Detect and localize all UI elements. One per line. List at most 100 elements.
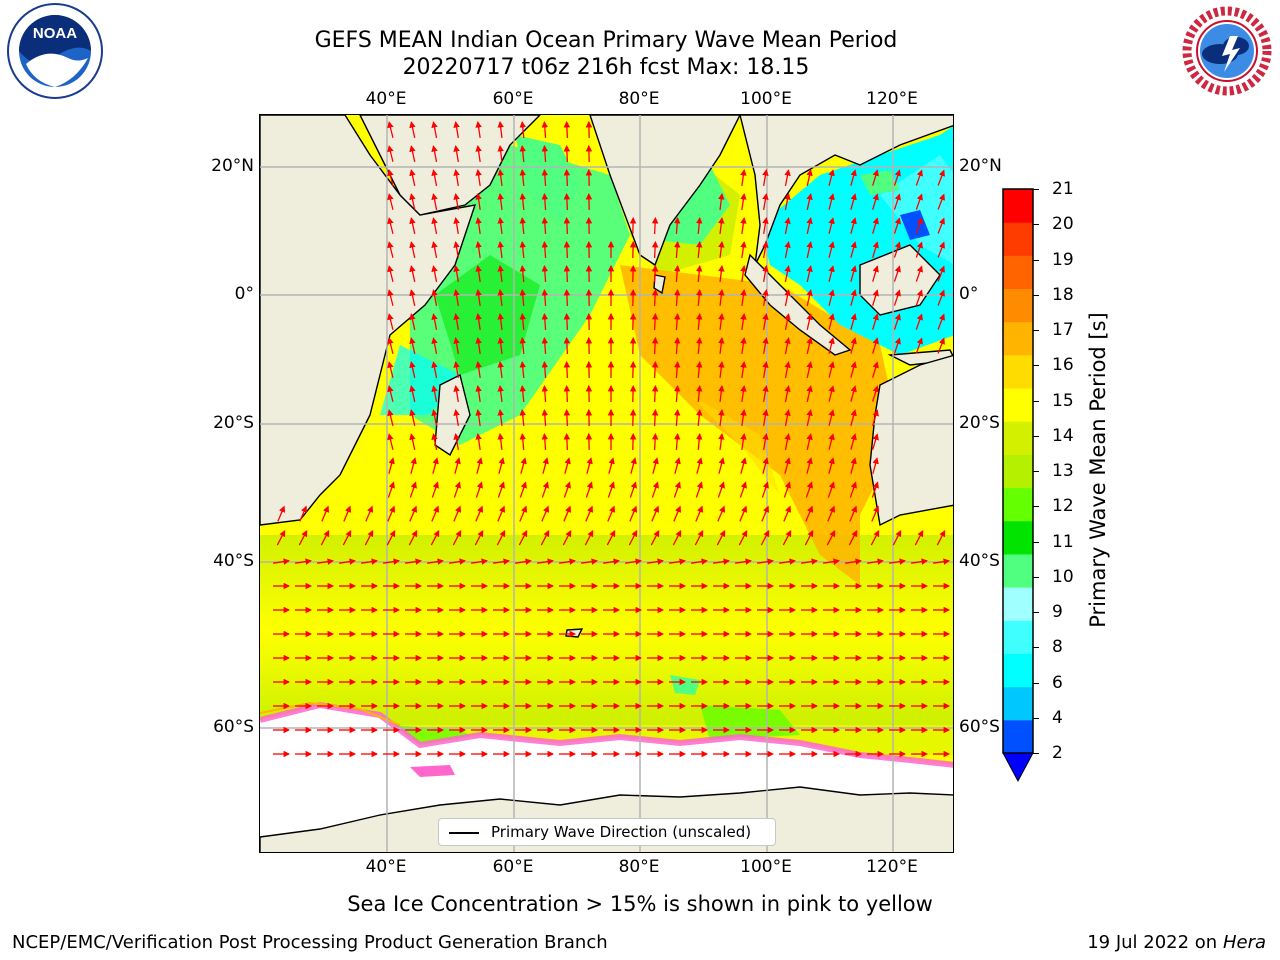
wave-direction-arrow — [673, 240, 681, 259]
wave-direction-arrow — [387, 385, 394, 402]
wave-direction-arrow — [806, 217, 813, 234]
wave-direction-arrow — [387, 169, 394, 186]
wave-direction-arrow — [762, 241, 769, 258]
wave-direction-arrow — [607, 505, 616, 522]
wave-direction-arrow — [784, 433, 791, 450]
wave-direction-arrow — [519, 481, 527, 498]
wave-direction-arrow — [740, 289, 747, 307]
wave-direction-arrow — [298, 529, 308, 546]
wave-direction-arrow — [806, 337, 813, 354]
wave-direction-arrow — [872, 217, 879, 234]
wave-direction-arrow — [404, 558, 422, 565]
wave-direction-arrow — [475, 265, 482, 283]
wave-direction-arrow — [651, 432, 659, 451]
wave-direction-arrow — [541, 144, 549, 163]
wave-direction-arrow — [497, 144, 504, 163]
wave-direction-arrow — [850, 433, 857, 450]
wave-direction-arrow — [694, 529, 704, 546]
wave-direction-arrow — [870, 529, 880, 546]
wave-direction-arrow — [474, 529, 484, 546]
land-masses — [260, 115, 953, 638]
wave-direction-arrow — [519, 168, 526, 187]
wave-direction-arrow — [738, 529, 748, 546]
colorbar-cell — [1003, 520, 1033, 555]
wave-direction-arrow — [695, 505, 704, 522]
colorbar-tick-mark — [1033, 435, 1039, 437]
colorbar-tick-label: 21 — [1052, 179, 1074, 199]
wave-direction-arrow — [629, 505, 638, 522]
wave-direction-arrow — [563, 264, 571, 283]
wave-direction-arrow — [541, 264, 549, 283]
chart-title: GEFS MEAN Indian Ocean Primary Wave Mean… — [314, 28, 898, 53]
wave-direction-arrow — [673, 216, 681, 235]
wave-direction-arrow — [872, 385, 879, 402]
colorbar-tick-label: 15 — [1052, 390, 1074, 411]
wave-direction-arrow — [646, 558, 664, 565]
wave-direction-arrow — [652, 457, 659, 474]
wave-direction-arrow — [734, 558, 752, 565]
wave-direction-arrow — [937, 265, 945, 282]
wave-direction-arrow — [409, 265, 416, 282]
wave-direction-arrow — [800, 558, 818, 565]
wave-direction-arrow — [409, 217, 416, 234]
wave-direction-arrow — [651, 336, 659, 355]
wave-direction-arrow — [651, 384, 659, 403]
wave-direction-arrow — [519, 408, 526, 427]
wave-direction-arrow — [718, 457, 725, 474]
wave-direction-arrow — [519, 216, 526, 235]
wave-direction-arrow — [453, 409, 460, 426]
noaa-logo-text: NOAA — [33, 25, 77, 42]
wave-direction-arrow — [915, 313, 923, 330]
wave-direction-arrow — [828, 409, 835, 426]
colorbar-tick-label: 19 — [1052, 249, 1074, 270]
wave-direction-arrow — [519, 384, 526, 403]
wave-direction-arrow — [563, 408, 571, 427]
wave-direction-arrow — [475, 505, 484, 522]
wave-direction-arrow — [453, 241, 460, 258]
wave-direction-arrow — [277, 505, 286, 522]
wave-direction-arrow — [408, 529, 418, 546]
wave-direction-arrow — [690, 558, 708, 565]
wave-direction-arrow — [784, 169, 791, 186]
colorbar-tick-label: 18 — [1052, 284, 1074, 305]
colorbar-tick-label: 2 — [1052, 743, 1063, 763]
wave-direction-arrow — [519, 144, 526, 163]
wave-direction-arrow — [914, 529, 924, 546]
wave-direction-arrow — [651, 216, 659, 235]
wave-direction-arrow — [431, 145, 438, 162]
wave-direction-arrow — [849, 505, 858, 522]
wave-direction-arrow — [806, 193, 813, 210]
wave-direction-arrow — [828, 241, 835, 258]
wave-direction-arrow — [932, 558, 950, 565]
wave-direction-arrow — [475, 409, 482, 427]
wave-direction-arrow — [784, 361, 791, 378]
wave-direction-arrow — [431, 241, 438, 258]
wave-direction-arrow — [806, 265, 813, 282]
wave-direction-arrow — [696, 457, 703, 474]
wave-direction-arrow — [431, 337, 438, 354]
wave-direction-arrow — [558, 558, 576, 565]
wave-direction-arrow — [453, 169, 460, 186]
wave-direction-arrow — [762, 457, 769, 474]
wave-direction-arrow — [740, 361, 747, 379]
wave-direction-arrow — [850, 193, 857, 210]
wave-direction-arrow — [475, 169, 482, 187]
wave-direction-arrow — [696, 384, 703, 403]
colorbar-tick-label: 8 — [1052, 637, 1063, 658]
legend-label: Primary Wave Direction (unscaled) — [491, 823, 752, 841]
lon-tick-bottom-80e: 80°E — [618, 857, 660, 877]
wave-direction-arrow — [828, 193, 835, 210]
wave-direction-arrow — [475, 289, 482, 307]
wave-direction-arrow — [716, 529, 726, 546]
colorbar-tick-mark — [1033, 294, 1039, 296]
wave-direction-arrow — [409, 361, 416, 378]
wave-direction-arrow — [651, 288, 659, 307]
wave-direction-arrow — [718, 216, 725, 235]
wave-direction-arrow — [343, 505, 352, 522]
wave-direction-arrow — [828, 337, 835, 354]
wave-direction-arrow — [718, 264, 725, 283]
wave-direction-arrow — [541, 408, 549, 427]
colorbar-tick-label: 17 — [1052, 320, 1074, 340]
wave-direction-arrow — [717, 481, 725, 498]
wave-direction-arrow — [673, 384, 681, 403]
